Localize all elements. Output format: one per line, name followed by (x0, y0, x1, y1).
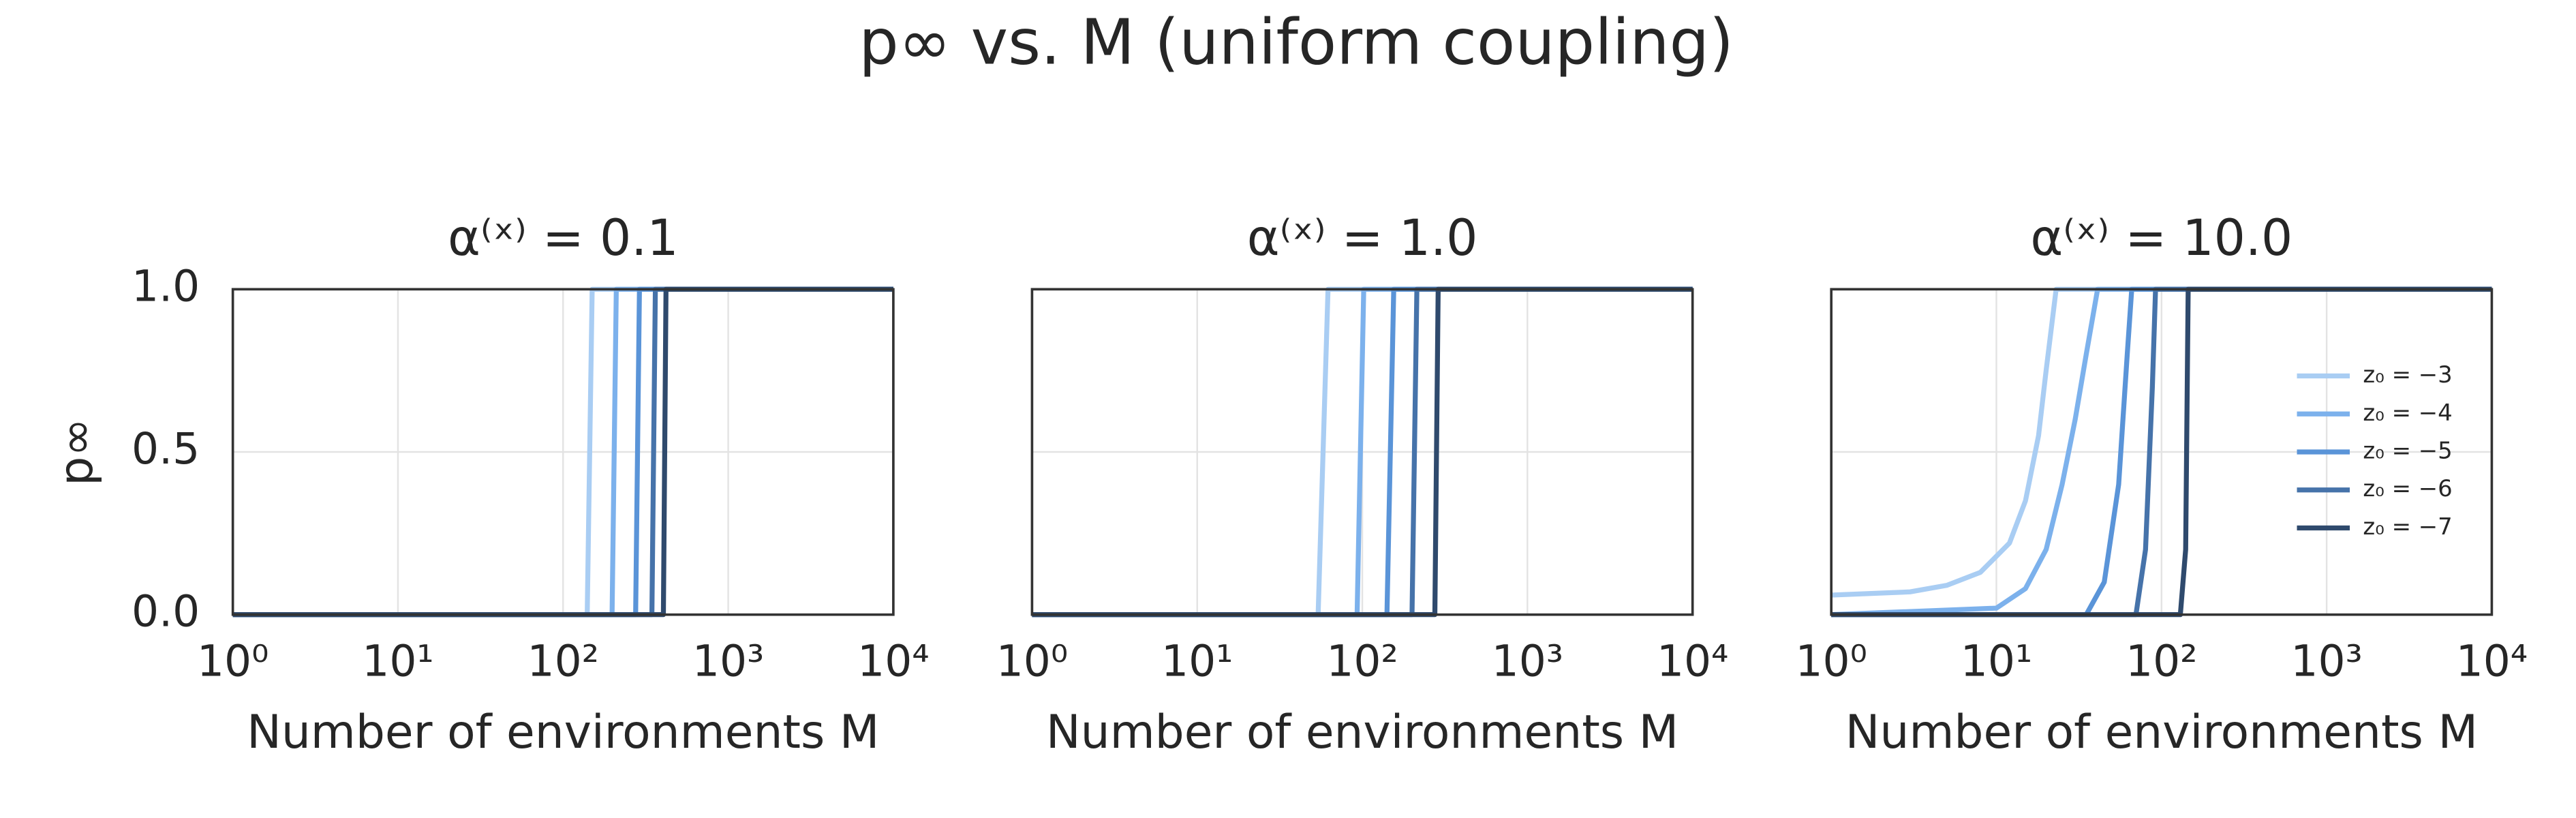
x-tick-label: 10¹ (1961, 636, 2032, 686)
x-tick-label: 10² (2126, 636, 2197, 686)
line-series (1831, 286, 2492, 618)
legend-label: z₀ = −5 (2363, 438, 2452, 464)
x-tick-label: 10¹ (362, 636, 433, 686)
legend-label: z₀ = −4 (2363, 399, 2452, 426)
x-tick-label: 10⁴ (857, 636, 929, 686)
x-tick-label: 10¹ (1161, 636, 1233, 686)
x-tick-label: 10⁴ (2456, 636, 2528, 686)
y-axis-label: p∞ (49, 418, 103, 486)
x-tick-label: 10⁰ (197, 636, 269, 686)
plot-frame (1030, 288, 1694, 616)
x-tick-label: 10⁴ (1657, 636, 1728, 686)
x-axis-label: Number of environments M (247, 705, 879, 759)
x-tick-label: 10⁰ (996, 636, 1068, 686)
y-tick-label: 0.0 (132, 587, 200, 637)
x-tick-label: 10³ (692, 636, 764, 686)
line-series (1831, 286, 2492, 598)
x-tick-label: 10² (1326, 636, 1398, 686)
x-tick-label: 10⁰ (1795, 636, 1867, 686)
plot-frame (1830, 288, 2494, 616)
legend-label: z₀ = −3 (2363, 361, 2452, 388)
panel-title: α⁽ˣ⁾ = 1.0 (1247, 210, 1478, 267)
y-tick-label: 0.5 (132, 424, 200, 474)
y-tick-label: 1.0 (132, 261, 200, 311)
figure-title: p∞ vs. M (uniform coupling) (859, 6, 1734, 79)
x-tick-label: 10² (527, 636, 599, 686)
panel-title: α⁽ˣ⁾ = 10.0 (2030, 210, 2293, 267)
x-tick-label: 10³ (1492, 636, 1563, 686)
x-tick-label: 10³ (2290, 636, 2362, 686)
legend-label: z₀ = −7 (2363, 513, 2452, 540)
x-axis-label: Number of environments M (1046, 705, 1678, 759)
legend-label: z₀ = −6 (2363, 475, 2452, 502)
panel-title: α⁽ˣ⁾ = 0.1 (448, 210, 679, 267)
x-axis-label: Number of environments M (1845, 705, 2478, 759)
plot-frame (231, 288, 895, 616)
